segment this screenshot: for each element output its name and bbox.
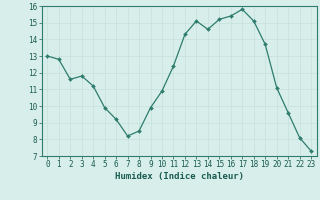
X-axis label: Humidex (Indice chaleur): Humidex (Indice chaleur)	[115, 172, 244, 181]
